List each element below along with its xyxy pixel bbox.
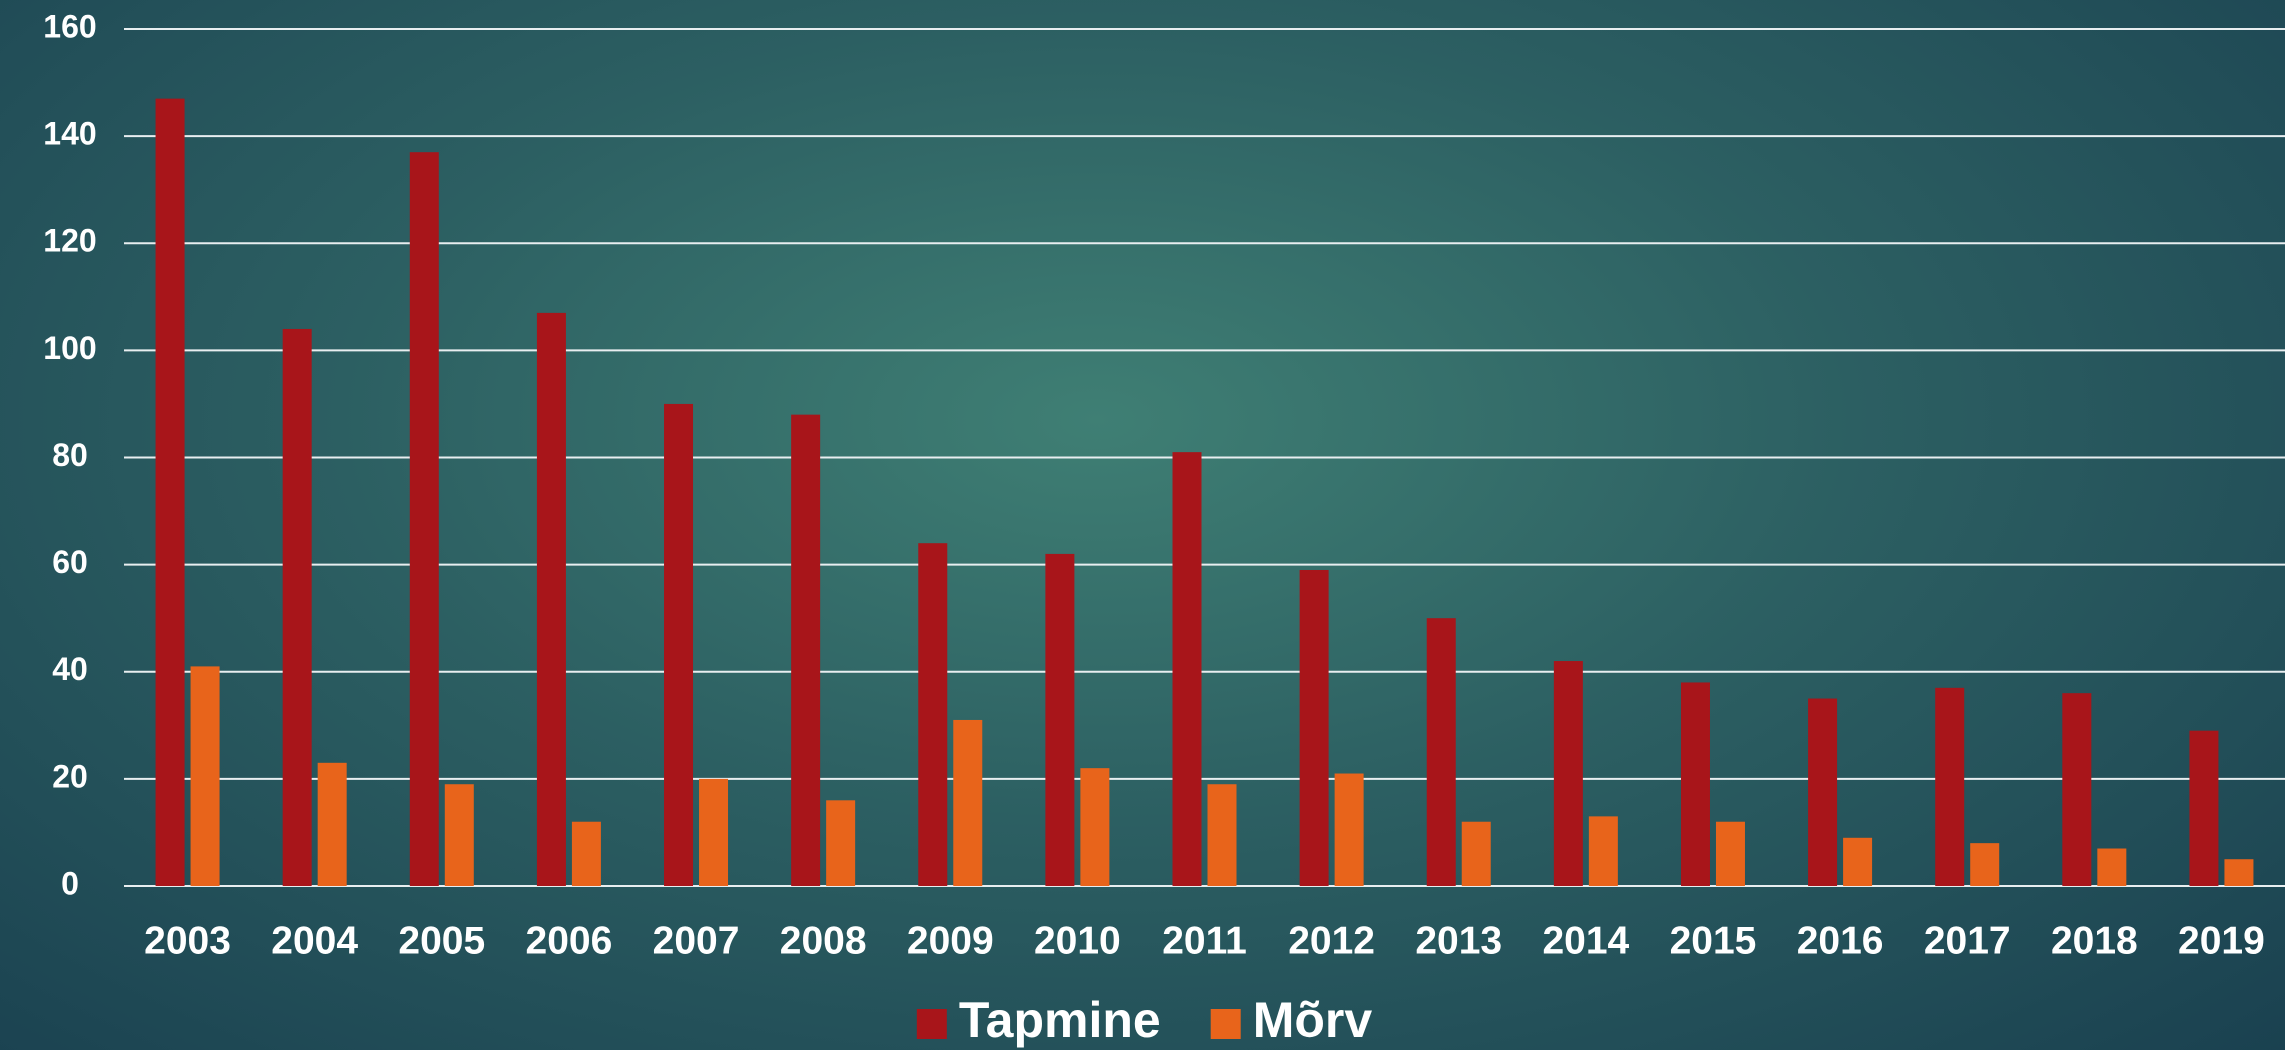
- x-tick-label: 2013: [1415, 919, 1502, 962]
- bar: [953, 719, 983, 886]
- x-tick-label: 2017: [1924, 919, 2011, 962]
- bar: [2097, 848, 2127, 886]
- y-tick-label: 120: [43, 223, 96, 259]
- y-tick-label: 80: [52, 437, 88, 473]
- bar: [155, 98, 185, 887]
- x-tick-label: 2004: [271, 919, 358, 962]
- x-tick-label: 2010: [1034, 919, 1121, 962]
- x-tick-label: 2012: [1288, 919, 1375, 962]
- bar: [2224, 859, 2254, 886]
- x-tick-label: 2015: [1670, 919, 1757, 962]
- bar: [1426, 618, 1456, 886]
- bar: [1843, 837, 1873, 886]
- bar: [1334, 773, 1364, 886]
- bar: [282, 328, 312, 886]
- bar: [317, 762, 347, 886]
- bar: [1588, 816, 1618, 886]
- bar: [2189, 730, 2219, 886]
- bar: [409, 152, 439, 887]
- bar: [826, 800, 856, 886]
- legend-label: Mõrv: [1253, 992, 1373, 1048]
- bar: [1808, 698, 1838, 886]
- bar: [791, 414, 821, 886]
- x-tick-label: 2018: [2051, 919, 2138, 962]
- bar: [571, 821, 601, 886]
- bar: [2062, 693, 2092, 886]
- bar: [1461, 821, 1491, 886]
- y-tick-label: 20: [52, 758, 88, 794]
- y-tick-label: 100: [43, 330, 96, 366]
- bar: [918, 543, 948, 886]
- bar: [1935, 687, 1965, 886]
- bar: [1970, 843, 2000, 886]
- bar: [1172, 452, 1202, 886]
- legend-swatch: [1210, 1009, 1241, 1039]
- x-tick-label: 2014: [1542, 919, 1629, 962]
- bar: [1207, 784, 1237, 886]
- bar: [1045, 553, 1075, 886]
- x-tick-label: 2005: [398, 919, 485, 962]
- bar: [664, 403, 694, 886]
- y-tick-label: 0: [61, 865, 79, 901]
- y-tick-label: 140: [43, 116, 96, 152]
- x-tick-label: 2019: [2178, 919, 2265, 962]
- x-tick-label: 2003: [144, 919, 231, 962]
- bar: [444, 784, 474, 886]
- x-tick-label: 2008: [780, 919, 867, 962]
- y-tick-label: 160: [43, 8, 96, 44]
- y-tick-label: 40: [52, 651, 88, 687]
- x-tick-label: 2016: [1797, 919, 1884, 962]
- bar: [699, 778, 729, 886]
- x-tick-label: 2009: [907, 919, 994, 962]
- bar: [1299, 569, 1329, 886]
- bar: [190, 666, 220, 886]
- y-tick-label: 60: [52, 544, 88, 580]
- x-tick-label: 2007: [653, 919, 740, 962]
- bar: [1553, 661, 1583, 886]
- x-tick-label: 2011: [1162, 919, 1247, 962]
- bar: [1080, 768, 1110, 886]
- legend-swatch: [916, 1009, 947, 1039]
- bar: [1715, 821, 1745, 886]
- bar: [536, 312, 566, 887]
- bar: [1680, 682, 1710, 886]
- legend-label: Tapmine: [959, 992, 1161, 1048]
- x-tick-label: 2006: [526, 919, 613, 962]
